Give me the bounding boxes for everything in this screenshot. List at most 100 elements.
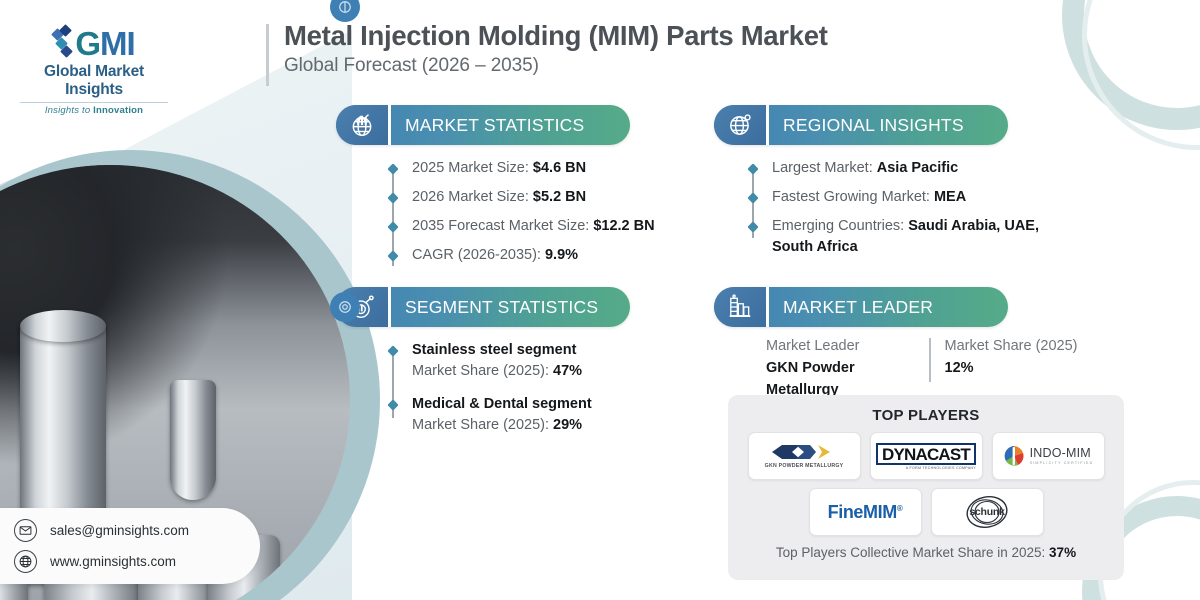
contact-email: sales@gminsights.com [50, 523, 190, 538]
envelope-icon [14, 519, 37, 542]
bullet-icon [386, 399, 399, 411]
dynacast-logo[interactable]: DYNACAST A FORM TECHNOLOGIES COMPANY [869, 432, 983, 480]
list-item: Largest Market: Asia Pacific [746, 158, 1076, 179]
list-item: Stainless steel segment Market Share (20… [386, 340, 686, 382]
top-players-title: TOP PLAYERS [872, 407, 980, 424]
badge-separator [388, 287, 391, 327]
top-players-panel: TOP PLAYERS GKN POWDER METALLURGY [728, 395, 1124, 580]
brand-name: Global Market Insights [44, 63, 144, 98]
schunk-mark-icon [966, 496, 1008, 528]
diamond-cluster-icon [51, 24, 74, 60]
market-leader-name-block: Market Leader GKN Powder Metallurgy [714, 336, 929, 398]
bullet-icon [386, 192, 399, 204]
stat-label: CAGR (2026-2035): [412, 247, 545, 264]
list-item: 2026 Market Size: $5.2 BN [386, 187, 686, 208]
list-item: CAGR (2026-2035): 9.9% [386, 245, 686, 266]
stat-value: $4.6 BN [532, 160, 587, 176]
vertical-divider [929, 338, 931, 382]
stat-value: 9.9% [544, 247, 579, 264]
gmi-wordmark: GMI [75, 24, 136, 62]
list-connector [392, 348, 394, 418]
bullet-icon [746, 221, 759, 233]
segment-statistics-badge: SEGMENT STATISTICS [336, 287, 630, 327]
logo-letter-m: M [100, 24, 127, 62]
accent-dot-top-icon [330, 0, 360, 22]
globe-pin-icon [714, 105, 766, 145]
market-leader-caption: Market Leader [766, 338, 860, 354]
finemim-word: FineMIM [827, 501, 898, 522]
list-item: 2035 Forecast Market Size: $12.2 BN [386, 216, 686, 237]
tagline-suffix: Innovation [93, 105, 144, 116]
title-accent-bar [266, 24, 269, 86]
indo-mim-mark-icon [1004, 446, 1024, 466]
finemim-logo[interactable]: FineMIM® [808, 488, 922, 536]
logo-letter-i: I [126, 24, 136, 62]
stat-value: $12.2 BN [593, 218, 655, 235]
list-item: 2025 Market Size: $4.6 BN [386, 158, 686, 179]
market-statistics-badge: MARKET STATISTICS [336, 105, 630, 145]
contact-website: www.gminsights.com [50, 554, 177, 569]
market-leader-label: MARKET LEADER [783, 296, 934, 317]
segment-heading: Medical & Dental segment [412, 396, 592, 413]
schunk-logo-text: schunk [969, 506, 1005, 518]
badge-separator [766, 105, 769, 145]
factory-icon [714, 287, 766, 327]
list-connector [392, 166, 394, 266]
segment-label: Market Share (2025): [412, 417, 554, 434]
top-players-row-1: GKN POWDER METALLURGY DYNACAST A FORM TE… [742, 432, 1110, 480]
contact-panel: sales@gminsights.com www.gminsights.com [0, 508, 260, 584]
bullet-icon [386, 250, 399, 262]
top-players-row-2: FineMIM® schunk [742, 488, 1110, 536]
top-players-footer: Top Players Collective Market Share in 2… [742, 545, 1110, 560]
accent-dot-middle-icon [330, 292, 360, 322]
list-item: Fastest Growing Market: MEA [746, 187, 1076, 208]
region-value: MEA [933, 189, 967, 206]
segment-statistics-list: Stainless steel segment Market Share (20… [386, 340, 686, 444]
gkn-mark-icon [765, 443, 844, 461]
bullet-icon [746, 163, 759, 175]
segment-value: 29% [553, 417, 583, 434]
market-leader-badge: MARKET LEADER [714, 287, 1008, 327]
page-subtitle: Global Forecast (2026 – 2035) [284, 55, 539, 77]
badge-separator [766, 287, 769, 327]
schunk-logo[interactable]: schunk [930, 488, 1044, 536]
gkn-powder-metallurgy-logo[interactable]: GKN POWDER METALLURGY [747, 432, 861, 480]
indo-mim-logo-text: INDO-MIM [1029, 445, 1091, 460]
segment-statistics-label: SEGMENT STATISTICS [405, 296, 599, 317]
region-value: Asia Pacific [876, 160, 959, 176]
bullet-icon [386, 221, 399, 233]
region-label: Largest Market: [772, 160, 877, 176]
contact-email-row[interactable]: sales@gminsights.com [14, 519, 260, 542]
bullet-icon [386, 345, 399, 357]
indo-mim-logo[interactable]: INDO-MIM SIMPLICITY CERTIFIED [991, 432, 1105, 480]
regional-insights-badge: REGIONAL INSIGHTS [714, 105, 1008, 145]
collective-share-value: 37% [1049, 545, 1077, 560]
indo-mim-logo-subtext: SIMPLICITY CERTIFIED [1029, 461, 1094, 466]
market-share-caption: Market Share (2025) [944, 338, 1078, 354]
stat-label: 2025 Market Size: [412, 160, 533, 176]
stat-label: 2035 Forecast Market Size: [412, 218, 594, 235]
globe-chart-icon [336, 105, 388, 145]
regional-insights-label: REGIONAL INSIGHTS [783, 114, 964, 135]
stat-label: 2026 Market Size: [412, 189, 533, 206]
market-leader-share-block: Market Share (2025) 12% [945, 336, 1078, 384]
market-share-value: 12% [944, 359, 974, 376]
region-label: Emerging Countries: [772, 218, 909, 235]
market-statistics-list: 2025 Market Size: $4.6 BN 2026 Market Si… [386, 158, 686, 274]
logo-letter-g: G [75, 24, 101, 62]
list-item: Emerging Countries: Saudi Arabia, UAE, S… [746, 216, 1076, 258]
gmi-logo: GMI Global Market Insights Insights to I… [14, 24, 174, 116]
market-statistics-label: MARKET STATISTICS [405, 114, 585, 135]
region-label: Fastest Growing Market: [772, 189, 934, 206]
market-leader-company: GKN Powder Metallurgy [766, 359, 855, 398]
region-value: Saudi Arabia, UAE, South Africa [772, 218, 1040, 256]
collective-share-label: Top Players Collective Market Share in 2… [775, 545, 1050, 560]
finemim-logo-text: FineMIM® [828, 502, 903, 523]
registered-mark: ® [896, 503, 903, 513]
contact-website-row[interactable]: www.gminsights.com [14, 550, 260, 573]
corner-arc-top-thin [1082, 0, 1200, 150]
segment-heading: Stainless steel segment [412, 342, 577, 358]
bullet-icon [746, 192, 759, 204]
list-item: Medical & Dental segment Market Share (2… [386, 394, 686, 436]
